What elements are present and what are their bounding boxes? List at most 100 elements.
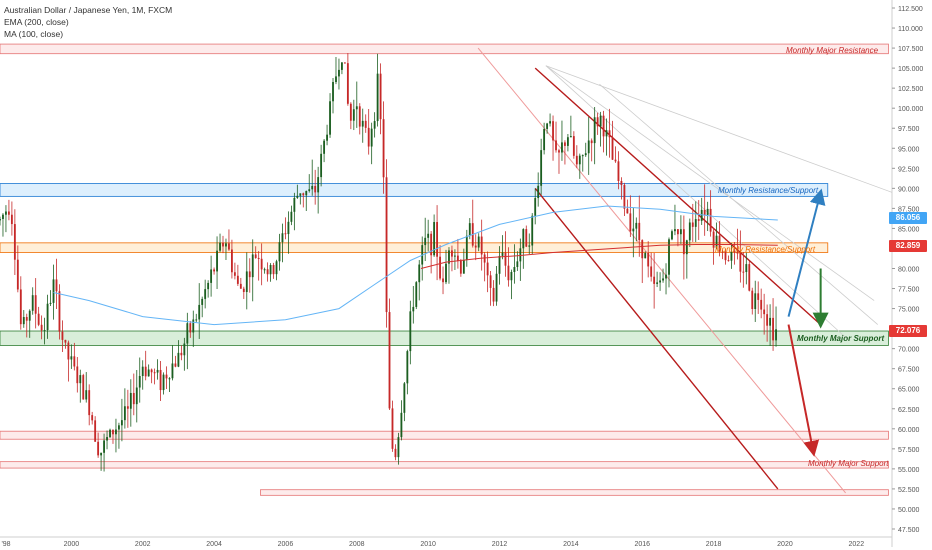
y-tick-label: 57.500: [898, 447, 920, 454]
candle-body: [451, 250, 453, 257]
candle-body: [742, 271, 745, 273]
candle-body: [602, 115, 605, 137]
candle-body: [427, 233, 430, 238]
candle-body: [754, 293, 757, 309]
projection-arrow: [787, 188, 826, 317]
candle-body: [462, 260, 465, 274]
candle-body: [228, 243, 230, 250]
candle-body: [412, 306, 415, 312]
candle-body: [302, 193, 305, 196]
y-tick-label: 90.000: [898, 186, 920, 193]
candle-body: [653, 276, 656, 284]
candle-body: [305, 190, 308, 196]
candle-body: [329, 101, 331, 135]
candle-body: [239, 283, 242, 289]
candle-body: [394, 448, 397, 458]
candle-body: [715, 235, 718, 248]
zone-label-major-support-red: Monthly Major Support: [808, 459, 889, 468]
candle-body: [641, 240, 644, 259]
candle-body: [549, 121, 551, 124]
candle-body: [317, 177, 320, 193]
chart-legend: Australian Dollar / Japanese Yen, 1M, FX…: [4, 4, 172, 40]
candle-body: [733, 251, 736, 253]
candle-body: [341, 62, 343, 70]
candle-body: [439, 256, 441, 279]
candle-body: [165, 374, 168, 379]
candle-body: [207, 282, 210, 290]
candle-body: [248, 271, 251, 278]
x-tick-label: 2010: [420, 541, 436, 548]
candle-body: [332, 82, 334, 102]
candle-body: [596, 117, 599, 127]
y-tick-label: 110.000: [898, 26, 923, 33]
candle-body: [70, 356, 73, 360]
ema-price-tag: 82.859: [889, 240, 927, 252]
candle-body: [546, 123, 549, 129]
candle-body: [338, 69, 340, 77]
candle-body: [52, 279, 55, 303]
candle-body: [311, 185, 314, 190]
y-tick-label: 112.500: [898, 6, 923, 13]
candle-body: [552, 121, 554, 141]
candle-body: [543, 128, 546, 151]
candle-body: [287, 221, 290, 235]
candle-body: [43, 330, 46, 332]
candle-body: [418, 264, 421, 283]
candle-body: [376, 73, 379, 122]
y-tick-label: 92.500: [898, 166, 920, 173]
candle-body: [91, 415, 94, 421]
candle-body: [727, 260, 730, 262]
trendline-faint: [599, 83, 878, 325]
candle-body: [201, 298, 204, 305]
candle-body: [516, 261, 519, 268]
candle-body: [293, 197, 296, 212]
candle-body: [448, 250, 450, 264]
candle-body: [775, 329, 777, 341]
ma-legend-entry: MA (100, close): [4, 29, 64, 39]
candle-body: [159, 369, 162, 391]
candle-body: [611, 137, 614, 160]
candle-body: [192, 319, 195, 333]
ema-legend-entry: EMA (200, close): [4, 17, 69, 27]
candle-body: [522, 229, 525, 249]
candle-body: [115, 429, 117, 435]
candle-body: [489, 275, 492, 288]
candle-body: [724, 252, 727, 261]
candle-body: [442, 278, 444, 283]
y-tick-label: 87.500: [898, 206, 920, 213]
candle-body: [55, 279, 58, 292]
candle-body: [171, 363, 174, 379]
candle-body: [210, 269, 213, 283]
x-tick-label: 2016: [634, 541, 650, 548]
candle-body: [638, 222, 641, 241]
candle-body: [314, 185, 317, 193]
x-tick-label: 2000: [64, 541, 80, 548]
candle-body: [153, 372, 156, 374]
candle-body: [626, 208, 629, 214]
candle-body: [507, 265, 510, 281]
candle-body: [608, 130, 611, 138]
candles-group: [0, 53, 777, 472]
candle-body: [49, 302, 52, 304]
candle-body: [64, 339, 67, 343]
candle-body: [436, 222, 439, 257]
candle-body: [531, 215, 534, 246]
candle-body: [757, 293, 760, 300]
candle-body: [391, 408, 394, 449]
candle-body: [198, 304, 201, 320]
candle-body: [379, 73, 382, 120]
candle-body: [751, 290, 754, 309]
ma-price-tag: 86.056: [889, 212, 927, 224]
candle-body: [620, 180, 623, 186]
candle-body: [144, 366, 147, 377]
y-tick-label: 60.000: [898, 427, 920, 434]
candle-body: [519, 248, 522, 262]
candle-body: [498, 255, 501, 274]
candle-body: [320, 153, 323, 178]
zone-resistance: [0, 43, 889, 55]
candle-body: [445, 263, 447, 283]
y-tick-label: 105.000: [898, 66, 923, 73]
candle-body: [254, 254, 257, 258]
trendline-faint: [545, 65, 875, 301]
